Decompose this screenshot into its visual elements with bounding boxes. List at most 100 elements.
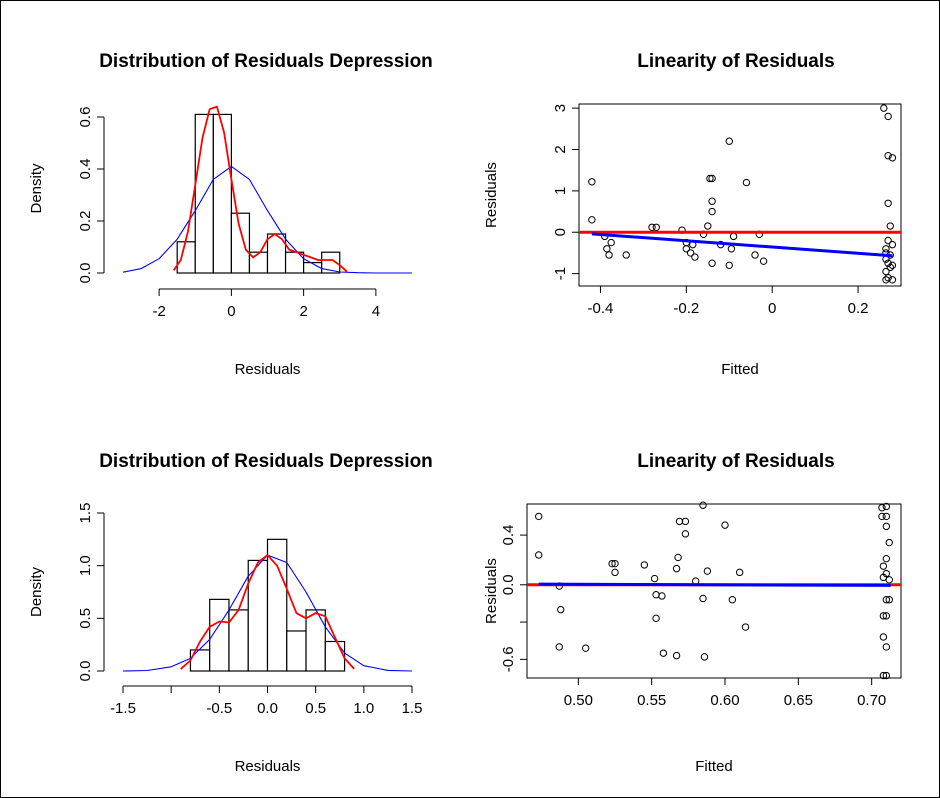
- scatter-point: [686, 249, 695, 257]
- x-tick-label: 0: [768, 300, 776, 317]
- scatter-point: [878, 504, 886, 512]
- x-axis-label: Fitted: [695, 758, 733, 775]
- scatter-point: [650, 574, 659, 583]
- scatter-point: [708, 197, 716, 205]
- scatter-point: [659, 649, 668, 657]
- scatter-point: [879, 562, 888, 570]
- x-axis-label: Fitted: [721, 361, 759, 378]
- y-tick-label: 0.6: [77, 107, 94, 128]
- x-tick-label: 2: [299, 303, 307, 320]
- scatter-point: [882, 643, 891, 651]
- y-tick-label: 2: [552, 145, 569, 153]
- scatter-point: [882, 245, 890, 253]
- y-axis-label: Residuals: [483, 162, 500, 228]
- scatter-point: [725, 261, 733, 270]
- scatter-point: [882, 502, 891, 511]
- scatter-point: [882, 612, 891, 620]
- scatter-point: [879, 671, 888, 680]
- scatter-point: [691, 253, 699, 261]
- y-tick-label: 0.4: [500, 525, 517, 546]
- chart-title: Distribution of Residuals Depression: [99, 51, 433, 72]
- x-tick-label: 0: [227, 303, 235, 320]
- histogram-bar: [176, 241, 196, 274]
- scatter-point: [751, 251, 759, 259]
- scatter-point: [555, 643, 563, 651]
- scatter-point: [588, 216, 596, 224]
- scatter-point: [886, 263, 894, 272]
- scatter-point: [703, 567, 712, 575]
- scatter-point: [728, 596, 737, 604]
- histogram-bar: [321, 251, 341, 274]
- scatter-point: [700, 653, 709, 661]
- y-tick-label: 0.2: [77, 211, 94, 232]
- scatter-point: [886, 222, 894, 230]
- scatter-point: [880, 104, 888, 112]
- histogram-bar: [324, 640, 346, 672]
- scatter-point: [706, 174, 714, 183]
- histogram-bar: [212, 113, 232, 274]
- x-tick-label: 0.70: [857, 692, 886, 709]
- x-tick-label: 1.0: [353, 700, 374, 717]
- histogram-bar: [286, 630, 307, 672]
- scatter-point: [742, 178, 751, 187]
- scatter-point: [882, 522, 891, 531]
- scatter-point: [888, 240, 897, 249]
- y-axis-label: Residuals: [483, 558, 500, 624]
- scatter-point: [535, 551, 543, 559]
- scatter-point: [708, 207, 716, 216]
- y-tick-label: 0.0: [500, 574, 517, 595]
- normal-density-curve: [122, 165, 412, 274]
- x-tick-label: 1.5: [402, 700, 423, 717]
- scatter-point: [884, 236, 892, 245]
- scatter-point: [652, 591, 660, 599]
- scatter-point: [681, 517, 690, 526]
- x-tick-label: -1.5: [110, 700, 136, 717]
- scatter-point: [725, 137, 733, 145]
- scatter-point: [608, 559, 616, 568]
- scatter-point: [603, 245, 611, 253]
- scatter-point: [882, 671, 891, 680]
- scatter-point: [884, 199, 892, 207]
- scatter-point: [675, 517, 684, 526]
- scatter-point: [611, 559, 619, 568]
- scatter-point: [735, 568, 744, 577]
- scatter-point: [729, 232, 738, 241]
- kernel-density-curve: [180, 554, 355, 670]
- y-tick-label: 1: [552, 187, 569, 195]
- x-tick-label: -0.4: [588, 300, 614, 317]
- scatter-point: [699, 501, 707, 509]
- scatter-point: [884, 274, 892, 282]
- y-tick-label: 0: [552, 228, 569, 236]
- x-axis-label: Residuals: [235, 361, 301, 378]
- scatter-point: [535, 512, 543, 521]
- scatter-point: [882, 512, 891, 521]
- x-tick-label: 4: [372, 303, 380, 320]
- scatter-point: [607, 238, 615, 247]
- x-tick-label: -0.2: [673, 300, 699, 317]
- scatter-point: [884, 259, 892, 267]
- scatter-point: [879, 633, 888, 641]
- scatter-point: [681, 530, 690, 538]
- scatter-point: [888, 154, 897, 162]
- y-tick-label: -0.6: [500, 646, 517, 672]
- y-axis-label: Density: [28, 163, 45, 214]
- fitted-trend-line: [591, 232, 893, 258]
- scatter-point: [879, 612, 888, 620]
- x-tick-label: -2: [152, 303, 165, 320]
- x-tick-label: 0.55: [637, 692, 666, 709]
- scatter-point: [885, 596, 893, 604]
- histogram-bar: [194, 113, 214, 274]
- y-tick-label: 1.5: [77, 503, 94, 524]
- x-tick-label: 0.2: [848, 300, 869, 317]
- y-tick-label: -1: [552, 267, 569, 280]
- scatter-point: [708, 174, 716, 183]
- scatter-point: [672, 564, 681, 573]
- scatter-point: [652, 614, 660, 623]
- scatter-point: [885, 576, 893, 584]
- scatter-point: [878, 512, 886, 521]
- scatter-point: [682, 245, 691, 253]
- chart-title: Linearity of Residuals: [637, 451, 834, 472]
- scatter-point: [708, 259, 716, 267]
